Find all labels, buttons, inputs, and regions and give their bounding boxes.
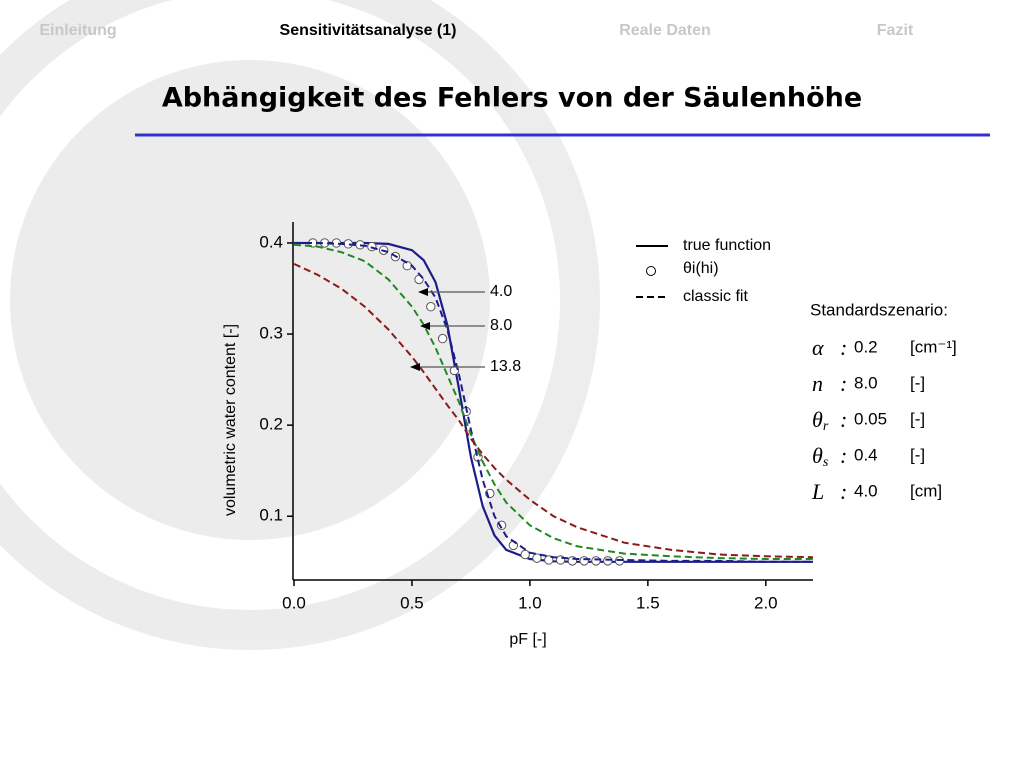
parameter-colon: : xyxy=(840,371,847,396)
parameter-symbol: n xyxy=(812,371,823,396)
legend-label: θi(hi) xyxy=(683,260,719,277)
legend-label: true function xyxy=(683,237,771,254)
parameter-value: 0.4 xyxy=(854,445,878,464)
observation-point xyxy=(579,556,589,566)
parameter-value: 4.0 xyxy=(854,481,878,500)
parameter-symbol-main: L xyxy=(811,479,824,504)
parameter-symbol: α xyxy=(812,335,824,360)
y-tick-label: 0.2 xyxy=(259,415,283,434)
x-tick-label: 1.5 xyxy=(636,593,660,612)
observation-point xyxy=(520,549,530,560)
fit-line xyxy=(293,243,813,560)
annotation: 13.8 xyxy=(490,358,521,375)
nav-item: Sensitivitätsanalyse (1) xyxy=(280,22,457,39)
parameter-symbol-main: θ xyxy=(812,407,823,432)
arrow-head xyxy=(420,322,430,330)
observation-point xyxy=(426,302,436,312)
observation-point xyxy=(437,333,448,344)
watermark-seal xyxy=(0,0,600,650)
legend-swatch xyxy=(646,266,656,276)
x-tick-label: 0.0 xyxy=(282,593,306,612)
y-tick-label: 0.3 xyxy=(259,324,283,343)
parameter-symbol: θs xyxy=(812,443,829,470)
observation-point xyxy=(603,556,613,566)
x-tick-label: 1.0 xyxy=(518,593,542,612)
parameter-colon: : xyxy=(840,443,847,468)
parameter-value: 0.2 xyxy=(854,337,878,356)
parameter-colon: : xyxy=(840,335,847,360)
observation-point xyxy=(532,553,542,563)
parameter-symbol-main: θ xyxy=(812,443,823,468)
fit-line xyxy=(293,262,814,559)
parameter-symbol: θr xyxy=(812,407,829,434)
y-axis-label: volumetric water content [-] xyxy=(222,324,239,516)
x-tick-label: 0.5 xyxy=(400,593,424,612)
parameter-unit: [-] xyxy=(910,409,925,428)
annotation: 4.0 xyxy=(490,283,512,300)
parameter-symbol-subscript: s xyxy=(823,455,829,470)
parameter-symbol: L xyxy=(811,479,824,504)
y-tick-label: 0.1 xyxy=(259,506,283,525)
parameter-symbol-main: α xyxy=(812,335,824,360)
parameter-unit: [cm⁻¹] xyxy=(910,337,957,356)
nav-item: Reale Daten xyxy=(619,22,711,39)
parameter-colon: : xyxy=(840,479,847,504)
parameter-value: 0.05 xyxy=(854,409,887,428)
parameter-symbol-main: n xyxy=(812,371,823,396)
observation-point xyxy=(544,555,554,565)
legend-label: classic fit xyxy=(683,288,748,305)
annotation: 8.0 xyxy=(490,317,512,334)
parameter-colon: : xyxy=(840,407,847,432)
observation-point xyxy=(591,556,601,566)
parameter-unit: [-] xyxy=(910,373,925,392)
x-axis-label: pF [-] xyxy=(509,631,546,648)
fit-line xyxy=(294,242,813,563)
scenario-heading: Standardszenario: xyxy=(810,300,948,319)
parameter-unit: [-] xyxy=(910,445,925,464)
parameter-symbol-subscript: r xyxy=(823,419,829,434)
arrow-head xyxy=(418,288,428,296)
nav-item: Fazit xyxy=(877,22,914,39)
arrow-head xyxy=(410,363,420,371)
parameter-value: 8.0 xyxy=(854,373,878,392)
y-tick-label: 0.4 xyxy=(259,232,283,251)
x-tick-label: 2.0 xyxy=(754,593,778,612)
slide-title: Abhängigkeit des Fehlers von der Säulenh… xyxy=(162,83,862,114)
parameter-unit: [cm] xyxy=(910,481,942,500)
nav-item: Einleitung xyxy=(39,22,116,39)
true-function-line xyxy=(294,241,813,563)
